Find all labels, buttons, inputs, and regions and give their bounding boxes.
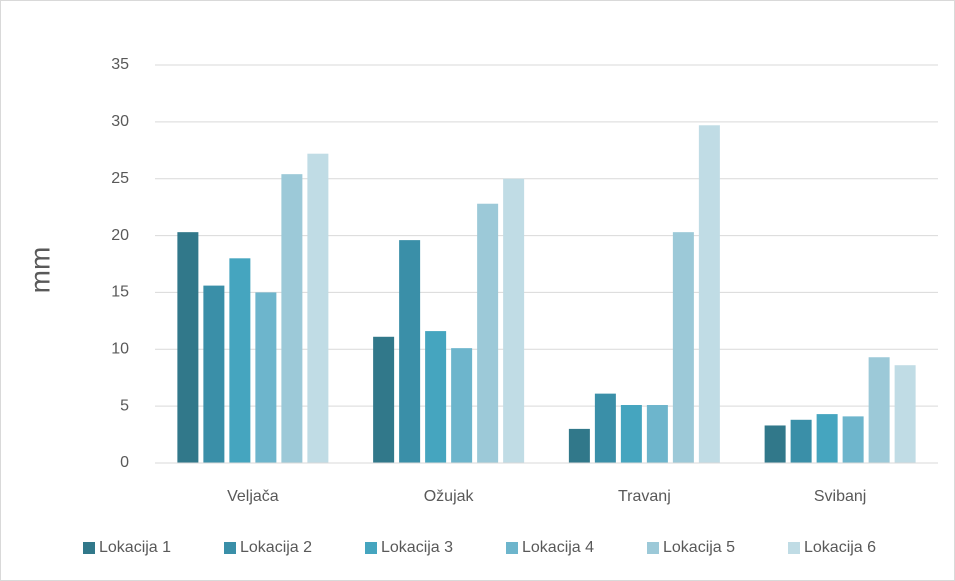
bar: [816, 414, 838, 463]
bar: [842, 416, 864, 463]
legend-label: Lokacija 2: [240, 539, 312, 556]
bar: [568, 428, 590, 463]
legend-label: Lokacija 3: [381, 539, 453, 556]
legend-label: Lokacija 1: [99, 539, 171, 556]
bar: [646, 405, 668, 463]
legend-label: Lokacija 6: [804, 539, 876, 556]
x-tick-label: Veljača: [227, 488, 279, 505]
y-tick-label: 15: [111, 284, 129, 301]
bar: [451, 348, 473, 463]
y-tick-label: 5: [120, 397, 129, 414]
bar: [307, 153, 329, 463]
bar: [373, 336, 395, 463]
bar: [477, 203, 499, 463]
y-tick-label: 10: [111, 341, 129, 358]
y-tick-label: 30: [111, 113, 129, 130]
bar: [672, 232, 694, 463]
x-tick-label: Ožujak: [424, 488, 475, 505]
bar: [894, 365, 916, 463]
legend-swatch: [365, 542, 377, 554]
bar: [399, 240, 421, 463]
bar: [698, 125, 720, 464]
legend-swatch: [647, 542, 659, 554]
bar: [255, 292, 277, 463]
legend-swatch: [83, 542, 95, 554]
bar: [177, 232, 199, 463]
y-tick-label: 0: [120, 454, 129, 471]
x-tick-label: Svibanj: [814, 488, 866, 505]
legend-swatch: [506, 542, 518, 554]
bar: [594, 393, 616, 463]
bar: [620, 405, 642, 463]
bar: [281, 174, 303, 463]
y-tick-label: 35: [111, 56, 129, 73]
legend-label: Lokacija 4: [522, 539, 594, 556]
bar: [790, 419, 812, 463]
bar: [425, 331, 447, 463]
bar: [868, 357, 890, 463]
bar: [503, 178, 525, 463]
legend-swatch: [224, 542, 236, 554]
bar: [229, 258, 251, 463]
legend-swatch: [788, 542, 800, 554]
y-tick-label: 20: [111, 227, 129, 244]
y-tick-label: 25: [111, 170, 129, 187]
bar: [203, 285, 225, 463]
y-axis-label: mm: [24, 247, 55, 294]
legend-label: Lokacija 5: [663, 539, 735, 556]
x-tick-label: Travanj: [618, 488, 671, 505]
bar: [764, 425, 786, 463]
